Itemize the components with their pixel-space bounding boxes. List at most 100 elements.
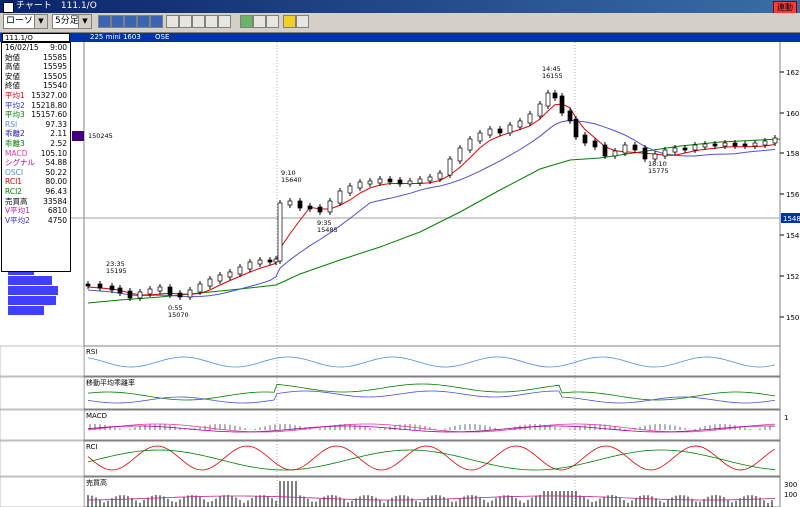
data-window-row: 乖離2 2.11 (2, 129, 70, 139)
data-row-label: 平均3 (5, 110, 25, 120)
candle-body (277, 202, 283, 262)
data-window-row: 平均2 15218.80 (2, 101, 70, 111)
candle-body (227, 271, 233, 278)
price-tick-label: 158 (786, 150, 799, 158)
chevron-down-icon[interactable]: ▼ (78, 15, 91, 28)
interval-select[interactable]: 5分足 ▼ (52, 14, 92, 29)
annotation-time: 0:55 (168, 304, 183, 312)
chevron-down-icon[interactable]: ▼ (34, 15, 47, 28)
fibonacci-icon[interactable] (179, 15, 192, 28)
candle-body (507, 124, 513, 134)
candle-body (117, 287, 123, 294)
data-row-value: 97.33 (45, 119, 67, 129)
candle-body (257, 259, 263, 265)
candle-body (273, 258, 279, 263)
chart-type-value: ローソク (6, 16, 43, 26)
search-icon[interactable] (283, 15, 296, 28)
interval-value: 5分足 (55, 16, 79, 26)
annotation-time: 18:10 (648, 160, 667, 168)
panel-title: RCI (86, 443, 97, 451)
candle-body (573, 118, 579, 138)
price-tick-label: 162 (786, 69, 799, 77)
new-chart-icon[interactable] (98, 15, 111, 28)
data-row-label: シグナル (5, 158, 35, 168)
bar-chart-icon[interactable] (124, 15, 137, 28)
chart-type-select[interactable]: ローソク ▼ (3, 14, 48, 29)
data-row-label: 平均1 (5, 90, 25, 100)
data-row-value: 15157.60 (31, 110, 67, 120)
panel-title: RSI (86, 348, 97, 356)
candle-body (387, 178, 393, 183)
candle-body (712, 143, 718, 147)
candle-body (467, 138, 473, 151)
data-window-row: V平均1 6810 (2, 206, 70, 216)
annotation-price: 15640 (281, 176, 302, 184)
data-window-row: 平均1 15327.00 (2, 91, 70, 101)
candle-body (137, 291, 143, 299)
data-row-label: 高値 (5, 62, 20, 72)
data-window-row: RCI1 80.00 (2, 177, 70, 187)
data-window-row: MACD 105.10 (2, 149, 70, 159)
candle-body (567, 110, 573, 122)
candle-body (517, 120, 523, 128)
candle-body (559, 95, 565, 114)
candle-body (85, 283, 91, 287)
panel-left-gutter (0, 376, 85, 410)
annotation-price: 15775 (648, 167, 669, 175)
data-row-value: 15505 (43, 71, 67, 81)
data-row-value: 80.00 (45, 177, 67, 187)
panel-left-gutter (0, 345, 85, 377)
deviation-line (87, 383, 776, 401)
data-window-row: 平均3 15157.60 (2, 110, 70, 120)
data-row-label: RCI2 (5, 186, 23, 196)
candle-body (427, 176, 433, 182)
shape-icon[interactable] (266, 15, 279, 28)
bar-chart-icon[interactable] (111, 15, 124, 28)
panel-tick-label: 100 (784, 491, 797, 499)
trend-line-icon[interactable] (166, 15, 179, 28)
candle-body (762, 140, 768, 146)
candle-body (347, 185, 353, 194)
grid-icon[interactable] (205, 15, 218, 28)
annotation-time: 23:35 (106, 260, 125, 268)
data-row-label: 始値 (5, 52, 20, 62)
panel-title: 移動平均乖離率 (86, 378, 135, 387)
app-icon (3, 2, 14, 13)
settings-icon[interactable] (296, 15, 309, 28)
data-row-label: MACD (5, 148, 28, 158)
candle-body (772, 137, 778, 144)
candle-body (247, 261, 253, 270)
candle-body (417, 178, 423, 184)
candle-body (157, 286, 163, 292)
crosshair-icon[interactable] (192, 15, 205, 28)
macd-line (87, 423, 776, 433)
annotation-time: 9:35 (317, 219, 332, 227)
symbol-name: 225 mini 1603 (90, 33, 141, 41)
candle-body (327, 200, 333, 213)
candle-body (337, 190, 343, 204)
chart-icon[interactable] (218, 15, 231, 28)
price-tick-label: 152 (786, 273, 799, 281)
panel-left-gutter (0, 409, 85, 441)
annotation-price: 15485 (317, 226, 338, 234)
data-time: 9:00 (50, 43, 67, 52)
data-window-row: 乖離3 2.52 (2, 139, 70, 149)
panel-left-gutter (0, 476, 85, 507)
candle-body (487, 128, 493, 136)
candle-body (457, 147, 463, 162)
pointer-icon[interactable] (253, 15, 266, 28)
data-row-value: 96.43 (45, 186, 67, 196)
indicator-panels: RSI 移動平均乖離率 MACD 1 RCI 売買高 300 100 (0, 345, 797, 507)
bar-chart-icon[interactable] (137, 15, 150, 28)
draw-icon[interactable] (240, 15, 253, 28)
candle-body (207, 278, 213, 287)
data-row-label: 終値 (5, 81, 20, 91)
candlesticks (85, 90, 778, 301)
chart-area[interactable]: 150245 23:35151950:55150709:10156409:351… (0, 42, 800, 507)
annotation-price: 15070 (168, 311, 189, 319)
save-icon[interactable] (150, 15, 163, 28)
data-row-value: 15585 (43, 52, 67, 62)
data-window-row: 売買高 33584 (2, 197, 70, 207)
symbol-input[interactable]: 111.1/O (2, 33, 70, 42)
